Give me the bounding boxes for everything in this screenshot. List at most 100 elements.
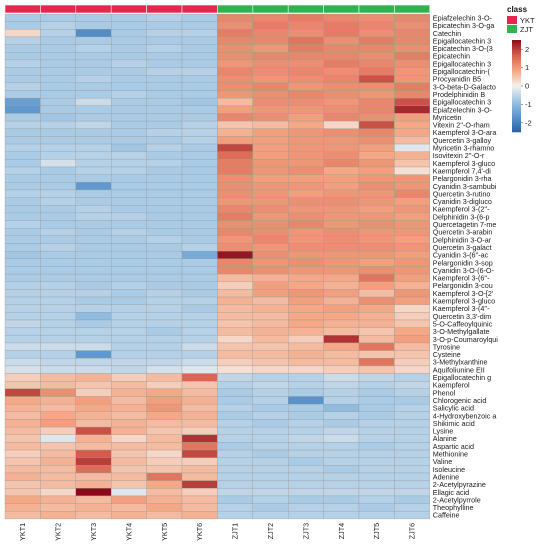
heatmap-cell bbox=[4, 29, 41, 38]
color-scale-step bbox=[512, 56, 521, 59]
color-scale-step bbox=[512, 47, 521, 50]
heatmap-cell bbox=[40, 434, 76, 443]
heatmap-cell bbox=[111, 266, 147, 275]
heatmap-cell bbox=[146, 426, 183, 435]
heatmap-cell bbox=[146, 82, 183, 91]
heatmap-cell bbox=[4, 143, 41, 152]
heatmap-cell bbox=[75, 21, 112, 30]
column-label: ZJT6 bbox=[408, 523, 417, 539]
heatmap-cell bbox=[394, 304, 430, 313]
heatmap-cell bbox=[75, 465, 112, 474]
row-label: Epigallocatechin-( bbox=[433, 67, 491, 76]
annotation-cell-ykt1 bbox=[4, 4, 41, 14]
heatmap-cell bbox=[4, 465, 41, 474]
heatmap-cell bbox=[146, 304, 183, 313]
heatmap-cell bbox=[323, 411, 360, 420]
heatmap-cell bbox=[146, 189, 183, 198]
heatmap-cell bbox=[358, 358, 395, 367]
heatmap-cell bbox=[252, 212, 289, 221]
heatmap-cell bbox=[323, 44, 360, 53]
heatmap-cell bbox=[358, 174, 395, 183]
heatmap-cell bbox=[40, 335, 76, 344]
heatmap-cell bbox=[358, 388, 395, 397]
heatmap-cell bbox=[217, 465, 253, 474]
heatmap-cell bbox=[358, 296, 395, 305]
column-labels: YKT1 YKT2 YKT3 YKT4 YKT5 YKT6 ZJT1 ZJT2 ZJT3 ZJT4… bbox=[18, 523, 416, 541]
heatmap-cell bbox=[394, 426, 430, 435]
heatmap-cell bbox=[217, 419, 253, 428]
heatmap-cell bbox=[323, 511, 360, 520]
color-scale-step bbox=[512, 61, 521, 64]
heatmap-cell bbox=[288, 166, 324, 175]
heatmap-cell bbox=[75, 434, 112, 443]
heatmap-cell bbox=[75, 381, 112, 390]
heatmap-cell bbox=[4, 472, 41, 481]
heatmap-cell bbox=[323, 327, 360, 336]
heatmap-cell bbox=[323, 90, 360, 99]
heatmap-cell bbox=[217, 21, 253, 30]
heatmap-cell bbox=[217, 228, 253, 237]
heatmap-cell bbox=[217, 449, 253, 458]
heatmap-cell bbox=[111, 44, 147, 53]
color-scale-step bbox=[512, 44, 521, 47]
heatmap-cell bbox=[358, 266, 395, 275]
heatmap-cell bbox=[181, 75, 218, 84]
color-scale-step bbox=[512, 128, 521, 131]
heatmap-cell bbox=[111, 273, 147, 282]
heatmap-cell bbox=[181, 136, 218, 145]
heatmap-cell bbox=[323, 388, 360, 397]
heatmap-cell bbox=[181, 273, 218, 282]
heatmap-cell bbox=[252, 419, 289, 428]
heatmap-cell bbox=[111, 113, 147, 122]
heatmap-cell bbox=[4, 442, 41, 451]
heatmap-cell bbox=[181, 67, 218, 76]
heatmap-cell bbox=[111, 411, 147, 420]
heatmap-cell bbox=[394, 151, 430, 160]
heatmap-cell bbox=[40, 67, 76, 76]
heatmap-cell bbox=[323, 335, 360, 344]
heatmap-cell bbox=[75, 449, 112, 458]
heatmap-cell bbox=[358, 411, 395, 420]
annotation-cell-zjt5 bbox=[358, 4, 395, 14]
heatmap-cell bbox=[40, 511, 76, 520]
heatmap-cell bbox=[181, 465, 218, 474]
heatmap-cell bbox=[288, 488, 324, 497]
heatmap-cell bbox=[217, 273, 253, 282]
heatmap-cell bbox=[146, 289, 183, 298]
column-label: YKT3 bbox=[89, 523, 98, 541]
heatmap-cell bbox=[252, 52, 289, 61]
heatmap-cell bbox=[323, 258, 360, 267]
color-scale-step bbox=[512, 70, 521, 73]
column-label: YKT5 bbox=[160, 523, 169, 541]
heatmap-cell bbox=[394, 228, 430, 237]
heatmap-cell bbox=[217, 350, 253, 359]
heatmap-cell bbox=[181, 143, 218, 152]
heatmap-cell bbox=[181, 312, 218, 321]
heatmap-cell bbox=[4, 296, 41, 305]
heatmap-cell bbox=[4, 228, 41, 237]
heatmap-cell bbox=[40, 220, 76, 229]
heatmap-cell bbox=[181, 166, 218, 175]
heatmap-cell bbox=[181, 327, 218, 336]
legend-swatch-ykt bbox=[507, 16, 517, 24]
heatmap-cell bbox=[288, 281, 324, 290]
heatmap-cell bbox=[323, 59, 360, 68]
heatmap-cell bbox=[323, 97, 360, 106]
heatmap-cell bbox=[358, 59, 395, 68]
heatmap-cell bbox=[358, 457, 395, 466]
heatmap-cell bbox=[394, 189, 430, 198]
heatmap-cell bbox=[252, 403, 289, 412]
heatmap-cell bbox=[217, 342, 253, 351]
heatmap-cell bbox=[111, 434, 147, 443]
heatmap-cell bbox=[146, 327, 183, 336]
heatmap-cell bbox=[217, 36, 253, 45]
heatmap-cell bbox=[217, 411, 253, 420]
heatmap-cell bbox=[181, 212, 218, 221]
heatmap-cell bbox=[288, 189, 324, 198]
color-scale-tick-label: 1 bbox=[525, 63, 529, 72]
heatmap-cell bbox=[75, 350, 112, 359]
heatmap-cell bbox=[394, 67, 430, 76]
heatmap-cell bbox=[323, 75, 360, 84]
heatmap-cell bbox=[111, 136, 147, 145]
